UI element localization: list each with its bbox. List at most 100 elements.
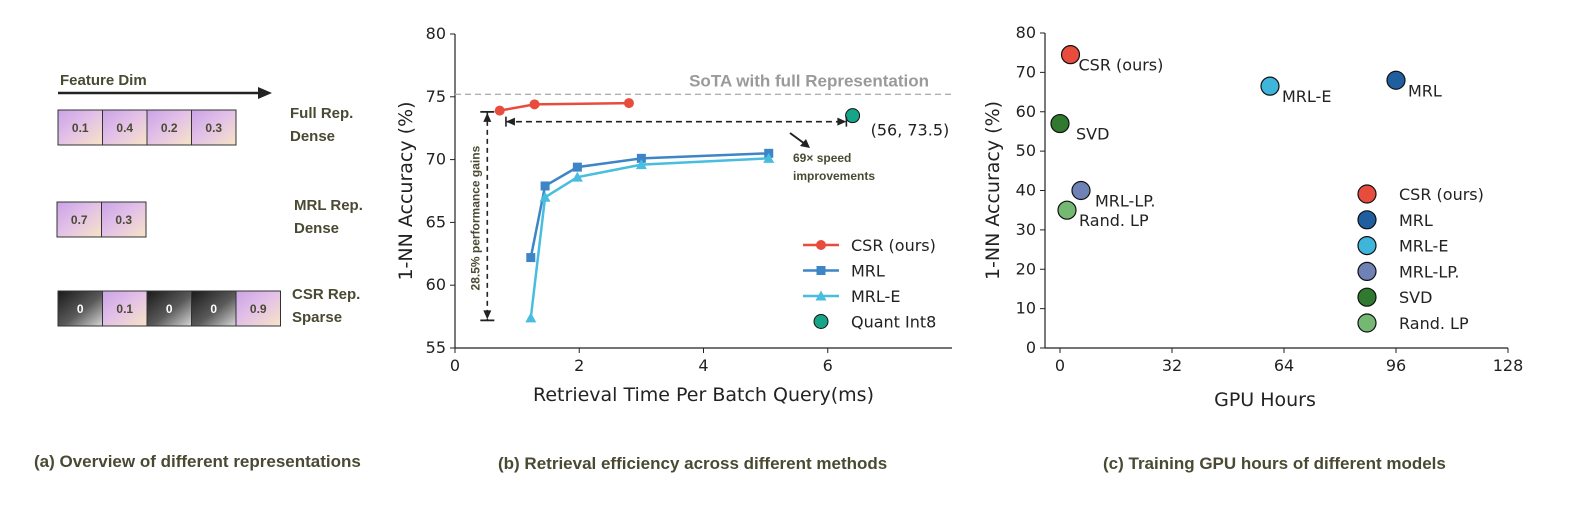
point-marker [845,108,861,124]
legend-marker [813,314,829,329]
speed-pointer-arrowhead [800,139,810,148]
panel-c: 0 10 20 30 40 50 60 70 80 0 32 64 96 128 GPU Hours 1-NN… [982,23,1523,473]
scatter-point [1050,113,1070,134]
panel-b: 55 60 65 70 75 80 0 2 4 6 Retrieval Time Per Batch… [395,24,952,473]
legend-label: MRL-LP. [1399,262,1459,281]
series-line [529,152,769,258]
rep-cell-value: 0.9 [250,302,267,316]
legend-label: Quant Int8 [851,313,936,332]
speed-pointer-arrow [789,132,806,145]
point-marker [494,105,505,116]
caption-c: (c) Training GPU hours of different mode… [1103,454,1446,473]
legend-label: MRL-E [1399,237,1448,256]
x-tick-label: 0 [1055,356,1065,375]
feature-dim-arrowhead [258,87,272,99]
chart-c-points: CSR (ours) MRL MRL-E MRL-LP. SVD Rand. LP [1050,45,1442,230]
legend-marker [1357,313,1377,333]
point-marker [525,312,537,323]
chart-b-annotations: (56, 73.5) 69× speed improvements 28.5% … [468,110,950,322]
y-tick-label: 80 [1016,23,1036,42]
point-marker [763,152,775,163]
speed-arrow-right-head [837,117,847,126]
scatter-point-label: SVD [1076,125,1109,144]
y-axis-title: 1-NN Accuracy (%) [982,101,1004,280]
y-tick-label: 55 [426,338,446,357]
scatter-point-label: Rand. LP [1079,211,1149,230]
scatter-point [1060,45,1081,65]
legend-label: Rand. LP [1399,314,1469,333]
y-tick-label: 20 [1016,259,1036,278]
rep-cell-value: 0 [166,302,173,316]
quant-point-label: (56, 73.5) [871,121,950,140]
x-tick-label: 96 [1386,356,1406,375]
x-tick-label: 4 [698,356,708,375]
point-marker [572,162,582,172]
y-tick-label: 70 [1016,62,1036,81]
x-tick-label: 0 [450,356,460,375]
rep-cell [191,109,237,146]
legend-label: MRL [851,262,885,281]
rep-label-line2: Dense [290,128,335,145]
legend-marker [1357,287,1377,307]
point-marker [539,191,551,202]
x-axis-title: Retrieval Time Per Batch Query(ms) [533,384,874,406]
y-axis-title: 1-NN Accuracy (%) [395,101,417,280]
x-tick-label: 128 [1493,356,1524,375]
scatter-point-label: MRL-E [1282,87,1331,106]
chart-c-axes: 0 10 20 30 40 50 60 70 80 0 32 64 96 128 GPU Hours 1-NN… [982,23,1523,411]
series-line [499,101,629,112]
rep-label-line2: Sparse [292,309,342,326]
rep-cell-value: 0.2 [161,121,178,135]
sota-label: SoTA with full Representation [689,71,929,90]
x-axis-title: GPU Hours [1214,389,1316,411]
rep-cell [146,290,192,327]
y-tick-label: 60 [426,275,446,294]
rep-cell [102,109,148,146]
legend-marker [1357,184,1377,204]
y-tick-label: 60 [1016,102,1036,121]
point-marker [571,171,583,182]
caption-b: (b) Retrieval efficiency across differen… [498,454,887,473]
rep-cell-value: 0.7 [71,213,88,227]
point-marker [623,98,634,109]
legend-label: SVD [1399,288,1432,307]
y-tick-label: 10 [1016,299,1036,318]
rep-cell-value: 0.1 [116,302,133,316]
rep-cell-value: 0.4 [116,121,133,135]
legend-marker [1357,210,1377,230]
representation-rows: 0.1 0.4 0.2 0.3 Full Rep. Dense 0.7 0.3 MRL Rep.… [56,105,363,327]
feature-dim-label: Feature Dim [60,72,147,89]
rep-cell-value: 0.1 [72,121,89,135]
scatter-point [1057,200,1077,220]
rep-cell-value: 0.3 [205,121,222,135]
legend-marker [1357,261,1377,281]
point-marker [540,181,550,191]
rep-label-line2: Dense [294,220,339,237]
legend-label: CSR (ours) [851,236,936,255]
y-tick-label: 50 [1016,141,1036,160]
caption-a: (a) Overview of different representation… [34,452,361,471]
y-tick-label: 80 [426,24,446,43]
scatter-point [1071,180,1091,201]
point-marker [816,266,826,275]
rep-cell [101,201,147,238]
chart-c-legend: CSR (ours) MRL MRL-E MRL-LP. SVD Rand. LP [1357,184,1484,333]
legend-label: MRL-E [851,287,900,306]
y-tick-label: 0 [1026,338,1036,357]
speed-label-line2: improvements [793,169,875,183]
point-marker [636,153,646,163]
x-tick-label: 64 [1274,356,1294,375]
series-line [529,157,769,319]
scatter-point [1260,76,1280,96]
y-tick-label: 40 [1016,181,1036,200]
rep-label-line1: Full Rep. [290,105,353,122]
chart-b-series [494,98,861,323]
rep-label-line1: CSR Rep. [292,286,360,303]
point-marker [529,99,540,110]
y-tick-label: 65 [426,212,446,231]
chart-b-axes: 55 60 65 70 75 80 0 2 4 6 Retrieval Time Per Batch… [395,24,952,406]
x-tick-label: 6 [823,356,833,375]
rep-cell [191,290,237,327]
point-marker [526,253,536,263]
